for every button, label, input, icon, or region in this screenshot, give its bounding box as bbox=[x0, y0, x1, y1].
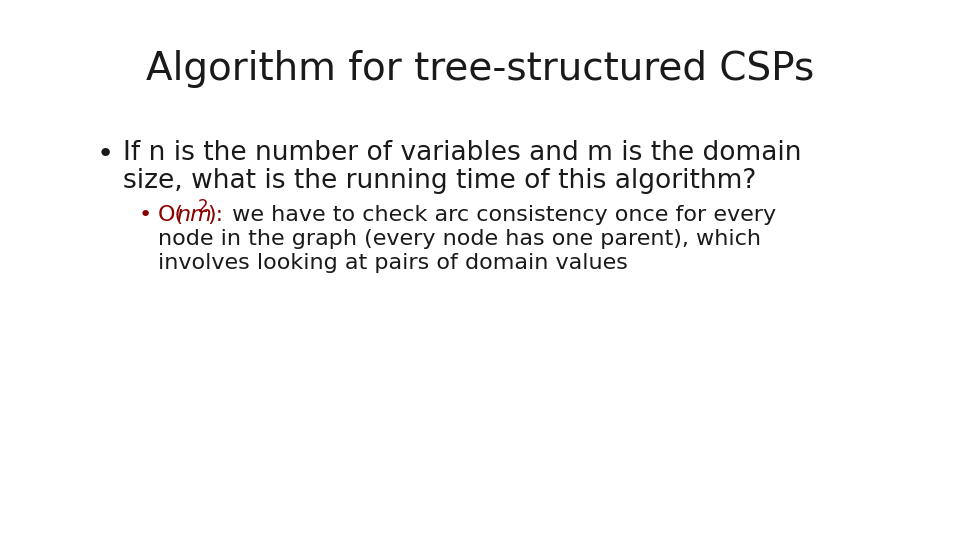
Text: we have to check arc consistency once for every: we have to check arc consistency once fo… bbox=[225, 205, 776, 225]
Text: size, what is the running time of this algorithm?: size, what is the running time of this a… bbox=[123, 168, 756, 194]
Text: •: • bbox=[138, 205, 152, 225]
Text: ):: ): bbox=[207, 205, 223, 225]
Text: 2: 2 bbox=[198, 198, 208, 216]
Text: nm: nm bbox=[176, 205, 212, 225]
Text: O(: O( bbox=[158, 205, 184, 225]
Text: involves looking at pairs of domain values: involves looking at pairs of domain valu… bbox=[158, 253, 628, 273]
Text: •: • bbox=[96, 140, 113, 168]
Text: If n is the number of variables and m is the domain: If n is the number of variables and m is… bbox=[123, 140, 802, 166]
Text: node in the graph (every node has one parent), which: node in the graph (every node has one pa… bbox=[158, 229, 761, 249]
Text: Algorithm for tree-structured CSPs: Algorithm for tree-structured CSPs bbox=[146, 50, 814, 88]
